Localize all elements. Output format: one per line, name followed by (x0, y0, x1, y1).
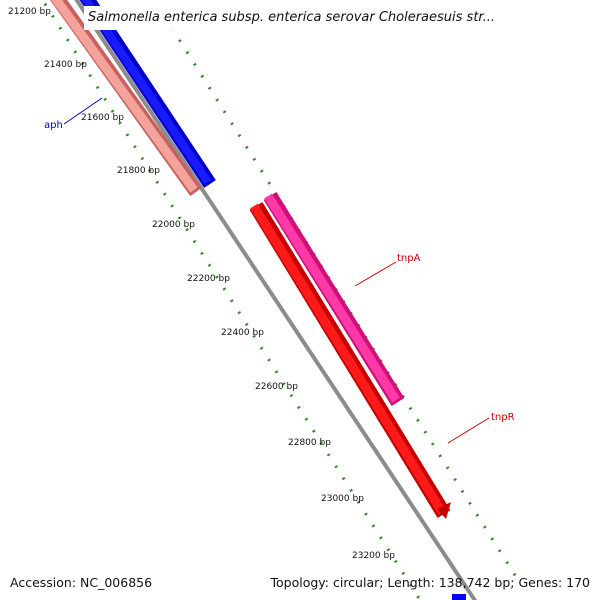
gene-bar-tnpR-highlight (250, 203, 446, 515)
gene-bar-salmon-highlight (51, 0, 198, 193)
ruler-label: 22200 bp (187, 274, 230, 284)
gene-arrowhead-tnpR (437, 502, 451, 519)
topology-stats-text: Topology: circular; Length: 138,742 bp; … (270, 575, 591, 590)
gene-bar-bottom (452, 594, 466, 600)
gene-label-tnpA: tnpA (397, 253, 421, 264)
map-title: Salmonella enterica subsp. enterica sero… (88, 10, 495, 25)
ruler-label: 21600 bp (81, 113, 124, 123)
gene-label-aph: aph (44, 120, 63, 131)
backbone-line (74, 0, 478, 600)
label-leader-tnpR (447, 417, 490, 444)
label-leader-tnpA (354, 261, 397, 287)
label-leader-aph (63, 97, 103, 125)
inner-tick-track (40, 0, 422, 600)
title-bar: Salmonella enterica subsp. enterica sero… (84, 6, 524, 30)
ruler-label: 21400 bp (44, 60, 87, 70)
accession-text: Accession: NC_006856 (10, 575, 153, 590)
gene-bar-tnpA-highlight (264, 193, 400, 403)
ruler-label: 22600 bp (255, 382, 298, 392)
ruler-label: 22400 bp (221, 328, 264, 338)
ruler-label: 23200 bp (352, 551, 395, 561)
ruler-label: 23000 bp (321, 494, 364, 504)
ruler-label: 22800 bp (288, 438, 331, 448)
ruler-label: 22000 bp (152, 220, 195, 230)
gene-label-tnpR: tnpR (491, 412, 515, 423)
ruler-label: 21800 bp (117, 166, 160, 176)
ruler-label: 21200 bp (8, 7, 51, 17)
